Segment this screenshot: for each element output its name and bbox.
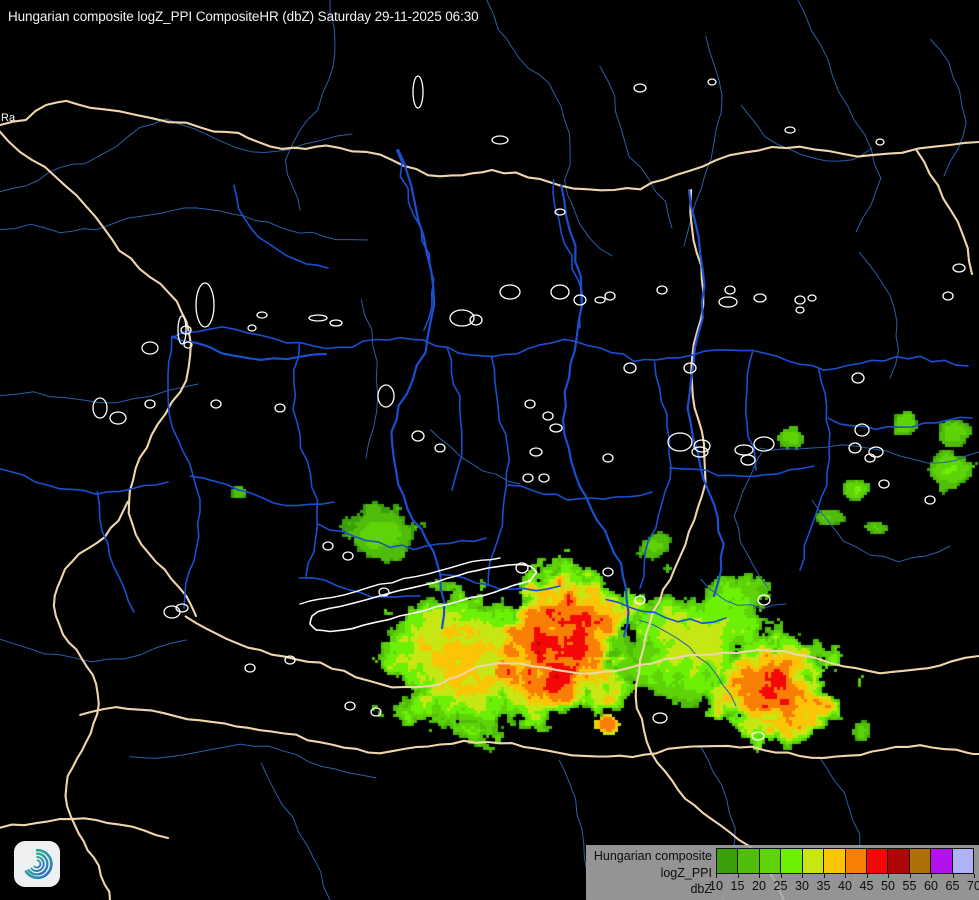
legend-line-source: Hungarian composite <box>593 849 712 863</box>
edge-place-label: Ra <box>1 112 16 124</box>
color-swatch-45 <box>866 849 889 873</box>
tick-label-20: 20 <box>752 879 766 893</box>
tick-mark-70 <box>974 874 975 878</box>
color-swatch-60 <box>931 849 953 873</box>
color-swatch-30 <box>802 849 825 873</box>
colorbar-legend: Hungarian composite logZ_PPI dbZ 10 15 20 2… <box>586 845 979 900</box>
color-swatch-55 <box>909 849 932 873</box>
color-swatch-50 <box>888 849 910 873</box>
tick-label-55: 55 <box>902 879 917 893</box>
tick-mark-60 <box>931 874 932 878</box>
color-bar <box>716 848 974 874</box>
color-swatch-40 <box>845 849 867 873</box>
tick-mark-35 <box>823 874 825 878</box>
color-swatch-65 <box>952 849 974 873</box>
tick-label-70: 70 <box>967 879 979 893</box>
legend-line-field: logZ_PPI <box>660 865 712 880</box>
tick-label-15: 15 <box>730 879 745 893</box>
legend-line-unit: dbZ <box>690 882 712 896</box>
tick-mark-15 <box>737 874 739 878</box>
tick-mark-50 <box>888 874 889 878</box>
tick-label-35: 35 <box>816 879 831 893</box>
color-swatch-35 <box>824 849 846 873</box>
tick-mark-65 <box>952 874 954 878</box>
color-swatch-25 <box>781 849 803 873</box>
tick-mark-55 <box>909 874 911 878</box>
legend-text-block: Hungarian composite logZ_PPI dbZ <box>586 845 712 898</box>
tick-label-30: 30 <box>795 879 809 893</box>
tick-label-60: 60 <box>924 879 938 893</box>
tick-mark-25 <box>780 874 782 878</box>
tick-label-45: 45 <box>859 879 874 893</box>
tick-label-40: 40 <box>838 879 852 893</box>
tick-labels: 10 15 20 25 30 35 40 45 50 55 60 65 70 <box>709 879 979 897</box>
tick-mark-30 <box>802 874 803 878</box>
tick-mark-45 <box>866 874 868 878</box>
tick-label-65: 65 <box>945 879 960 893</box>
tick-mark-40 <box>845 874 846 878</box>
page-title: Hungarian composite logZ_PPI CompositeHR… <box>8 9 479 24</box>
color-swatch-10 <box>717 849 739 873</box>
tick-mark-10 <box>716 874 717 878</box>
tick-label-25: 25 <box>773 879 788 893</box>
tick-label-50: 50 <box>881 879 895 893</box>
tick-mark-20 <box>759 874 760 878</box>
color-swatch-15 <box>738 849 760 873</box>
meteorology-spiral-logo <box>14 841 60 887</box>
spiral-icon <box>24 848 53 880</box>
tick-label-10: 10 <box>709 879 723 893</box>
legend-scale: 10 15 20 25 30 35 40 45 50 55 60 65 70 <box>709 845 979 897</box>
color-swatch-20 <box>759 849 782 873</box>
